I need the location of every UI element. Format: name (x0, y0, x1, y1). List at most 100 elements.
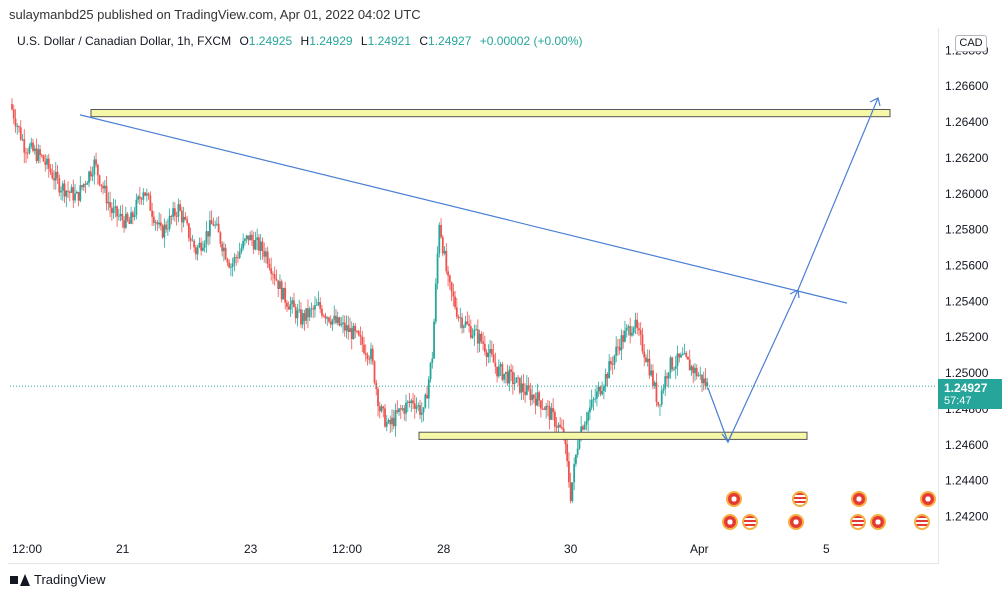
drawings-group (79, 97, 891, 444)
candle-body (196, 247, 199, 255)
trend-line (79, 114, 848, 304)
candle-body (336, 317, 339, 323)
candle-body (445, 250, 448, 272)
candle-body (329, 321, 332, 325)
candle-body (56, 171, 59, 179)
candle-body (431, 358, 434, 363)
candle-body (504, 371, 507, 374)
chart-legend: U.S. Dollar / Canadian Dollar, 1h, FXCM … (17, 34, 583, 48)
candle-body (135, 199, 138, 216)
candle-body (70, 187, 73, 193)
candle-body (534, 398, 537, 406)
candle-body (103, 185, 106, 189)
candle-body (560, 427, 563, 429)
candle-body (307, 308, 309, 318)
candle-body (140, 198, 143, 200)
usa-event-icon[interactable] (742, 514, 758, 530)
candle-body (244, 238, 246, 241)
candle-body (480, 333, 483, 342)
candle-body (359, 335, 362, 337)
candle-body (569, 482, 572, 501)
candle-body (646, 358, 649, 363)
candle-body (492, 354, 495, 363)
candle-body (653, 382, 656, 386)
candle-body (91, 174, 94, 177)
candle-body (275, 278, 278, 281)
candle-body (443, 250, 446, 254)
candle-body (611, 364, 614, 365)
candle-body (476, 329, 479, 344)
candle-body (655, 382, 658, 402)
canada-event-icon[interactable] (722, 514, 738, 530)
candle-body (639, 330, 642, 335)
candle-body (321, 308, 323, 316)
candle-body (657, 401, 660, 406)
candle-body (629, 326, 632, 336)
candle-body (245, 235, 248, 239)
legend-high-label: H (300, 34, 310, 48)
candle-body (251, 234, 253, 241)
time-tick-label: 23 (244, 542, 258, 556)
candle-body (300, 309, 302, 325)
candle-body (641, 334, 644, 352)
candle-body (552, 407, 555, 413)
candle-body (184, 216, 187, 220)
candle-body (441, 237, 444, 254)
candle-body (382, 406, 385, 409)
candle-body (51, 172, 54, 179)
candle-body (33, 148, 36, 151)
candle-body (147, 193, 150, 196)
candle-body (277, 280, 280, 289)
candle-body (291, 300, 294, 305)
candle-body (455, 307, 458, 317)
usa-event-icon[interactable] (792, 491, 808, 507)
candle-body (133, 215, 136, 218)
candle-body (541, 408, 544, 410)
candle-body (259, 241, 262, 251)
candle-body (112, 208, 115, 214)
candle-body (352, 325, 355, 340)
candle-body (704, 378, 707, 386)
candle-body (370, 348, 372, 360)
usa-event-icon[interactable] (850, 514, 866, 530)
candle-body (599, 386, 602, 395)
candle-body (65, 190, 68, 197)
candle-body (448, 275, 451, 283)
candle-body (315, 304, 318, 306)
candle-body (123, 220, 125, 228)
candle-body (303, 313, 306, 321)
candle-body (219, 232, 222, 244)
candle-body (627, 326, 630, 328)
candle-body (573, 463, 576, 483)
candle-body (412, 400, 414, 404)
canada-event-icon[interactable] (870, 514, 886, 530)
candle-body (625, 327, 628, 331)
legend-open: 1.24925 (248, 34, 293, 48)
candle-body (489, 349, 491, 354)
candle-body (60, 190, 62, 193)
canada-event-icon[interactable] (920, 491, 936, 507)
candle-body (317, 302, 320, 305)
usa-event-icon[interactable] (914, 514, 930, 530)
canada-event-icon[interactable] (851, 491, 867, 507)
candle-body (485, 351, 488, 358)
projection-arrowhead (789, 289, 800, 299)
candle-body (25, 152, 27, 154)
candle-body (567, 461, 570, 483)
candle-body (452, 291, 455, 297)
candle-body (293, 300, 295, 308)
footer-brand[interactable]: TradingView (10, 572, 106, 587)
canada-event-icon[interactable] (726, 491, 742, 507)
candle-body (380, 406, 383, 412)
currency-badge[interactable]: CAD (955, 35, 987, 52)
candle-body (223, 247, 225, 252)
candle-body (44, 161, 47, 165)
candle-body (620, 335, 623, 351)
candle-body (301, 313, 304, 325)
canada-event-icon[interactable] (788, 514, 804, 530)
candle-body (342, 322, 344, 324)
candle-body (328, 317, 330, 322)
candle-body (226, 259, 229, 263)
candle-body (40, 154, 43, 156)
